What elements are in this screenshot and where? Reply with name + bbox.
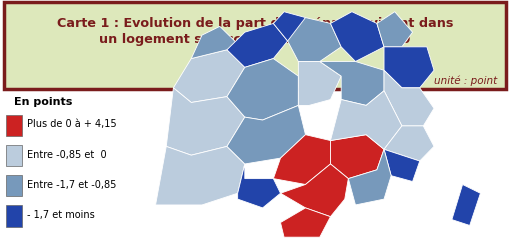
Text: Plus de 0 à + 4,15: Plus de 0 à + 4,15 — [26, 120, 116, 130]
Polygon shape — [330, 135, 383, 179]
Text: Entre -1,7 et -0,85: Entre -1,7 et -0,85 — [26, 180, 116, 190]
Polygon shape — [376, 12, 412, 47]
Text: En points: En points — [14, 97, 72, 107]
Text: - 1,7 et moins: - 1,7 et moins — [26, 210, 94, 220]
Polygon shape — [155, 146, 244, 205]
FancyBboxPatch shape — [4, 2, 505, 89]
Polygon shape — [330, 12, 383, 61]
Polygon shape — [451, 184, 479, 225]
Polygon shape — [237, 164, 280, 208]
FancyBboxPatch shape — [6, 175, 22, 196]
Polygon shape — [383, 70, 433, 126]
Polygon shape — [383, 149, 419, 182]
Polygon shape — [383, 126, 433, 161]
Polygon shape — [348, 149, 390, 205]
Polygon shape — [280, 208, 330, 237]
Polygon shape — [191, 26, 237, 59]
Polygon shape — [287, 18, 341, 61]
Polygon shape — [227, 59, 298, 120]
Polygon shape — [166, 88, 244, 155]
Polygon shape — [227, 105, 305, 164]
Polygon shape — [280, 164, 348, 217]
Polygon shape — [273, 135, 330, 184]
Polygon shape — [319, 61, 383, 105]
Text: Entre -0,85 et  0: Entre -0,85 et 0 — [26, 150, 106, 160]
FancyBboxPatch shape — [6, 205, 22, 227]
FancyBboxPatch shape — [6, 145, 22, 166]
FancyBboxPatch shape — [6, 115, 22, 136]
Polygon shape — [227, 23, 287, 67]
Text: Carte 1 : Evolution de la part des ménages vivant dans
un logement suroccupé ent: Carte 1 : Evolution de la part des ménag… — [56, 17, 453, 46]
Polygon shape — [273, 12, 305, 41]
Polygon shape — [383, 47, 433, 88]
Text: unité : point: unité : point — [433, 76, 496, 86]
Polygon shape — [298, 61, 341, 105]
Polygon shape — [173, 50, 244, 102]
Polygon shape — [330, 91, 401, 149]
